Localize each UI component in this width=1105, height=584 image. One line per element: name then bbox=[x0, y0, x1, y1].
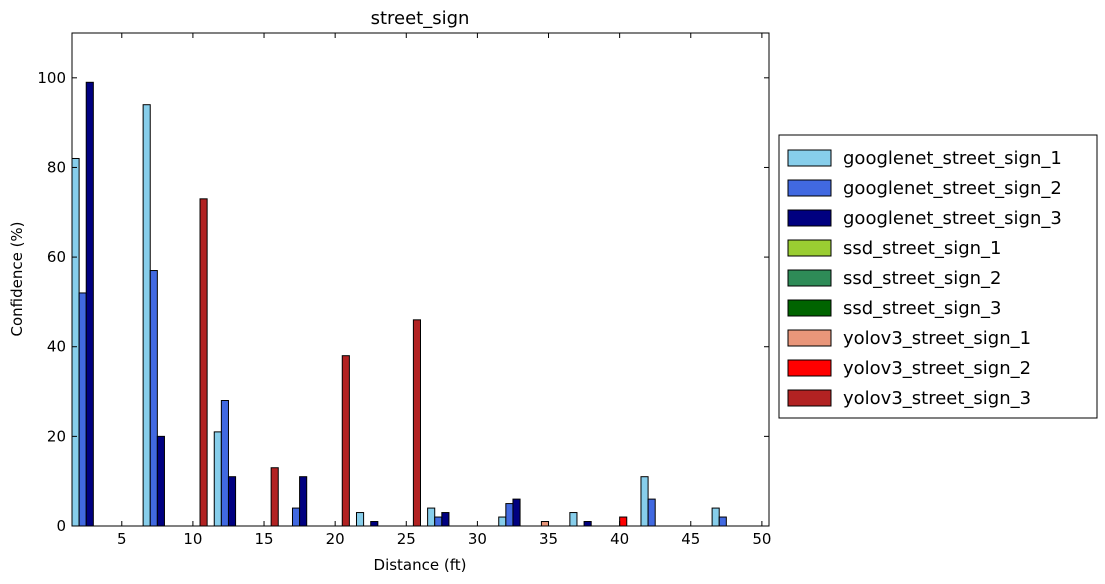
x-tick-label: 30 bbox=[468, 530, 487, 548]
legend: googlenet_street_sign_1 googlenet_street_… bbox=[778, 134, 1098, 419]
legend-label-yolov3_street_sign_3: yolov3_street_sign_3 bbox=[843, 388, 1031, 409]
bar-googlenet_street_sign_1-27 bbox=[427, 507, 436, 527]
legend-label-googlenet_street_sign_1: googlenet_street_sign_1 bbox=[843, 148, 1062, 169]
bar-googlenet_street_sign_1-12 bbox=[213, 431, 222, 527]
bar-googlenet_street_sign_3-32 bbox=[512, 498, 521, 527]
x-tick-label: 5 bbox=[117, 530, 127, 548]
legend-label-ssd_street_sign_1: ssd_street_sign_1 bbox=[843, 238, 1002, 259]
bar-googlenet_street_sign_2-12 bbox=[220, 400, 229, 527]
bar-googlenet_street_sign_2-42 bbox=[647, 498, 656, 527]
y-tick-label: 80 bbox=[47, 158, 66, 176]
x-axis-label: Distance (ft) bbox=[374, 556, 467, 574]
bar-yolov3_street_sign_3-17 bbox=[341, 355, 350, 527]
bar-googlenet_street_sign_2-17 bbox=[291, 507, 301, 527]
x-tick-label: 15 bbox=[254, 530, 273, 548]
bar-googlenet_street_sign_1-7 bbox=[142, 104, 151, 527]
legend-label-ssd_street_sign_3: ssd_street_sign_3 bbox=[843, 298, 1002, 319]
bar-googlenet_street_sign_2-27 bbox=[434, 516, 443, 527]
bar-yolov3_street_sign_3-22 bbox=[412, 319, 422, 527]
legend-swatch-googlenet_street_sign_2 bbox=[787, 179, 832, 197]
bar-googlenet_street_sign_2-32 bbox=[505, 503, 514, 527]
ticks-group: 5 10 15 20 25 30 35 40 45 50 0 20 40 60 80 100 bbox=[37, 33, 771, 548]
bar-googlenet_street_sign_3-12 bbox=[227, 476, 237, 527]
legend-label-yolov3_street_sign_2: yolov3_street_sign_2 bbox=[843, 358, 1031, 379]
bar-googlenet_street_sign_3-37 bbox=[583, 521, 592, 527]
bar-googlenet_street_sign_1-47 bbox=[711, 507, 720, 527]
x-tick-label: 35 bbox=[539, 530, 558, 548]
legend-swatch-yolov3_street_sign_2 bbox=[787, 359, 832, 377]
bar-googlenet_street_sign_1-2 bbox=[71, 157, 80, 527]
bar-yolov3_street_sign_2-37 bbox=[619, 516, 628, 527]
y-tick-label: 0 bbox=[56, 517, 66, 535]
plot-frame bbox=[71, 32, 770, 527]
bar-googlenet_street_sign_1-37 bbox=[569, 512, 578, 527]
legend-swatch-ssd_street_sign_2 bbox=[787, 269, 832, 287]
legend-label-googlenet_street_sign_3: googlenet_street_sign_3 bbox=[843, 208, 1062, 229]
legend-label-ssd_street_sign_2: ssd_street_sign_2 bbox=[843, 268, 1002, 289]
bar-yolov3_street_sign_1-32 bbox=[540, 521, 550, 527]
legend-swatch-yolov3_street_sign_3 bbox=[787, 389, 832, 407]
bar-googlenet_street_sign_2-2 bbox=[78, 292, 87, 527]
x-tick-label: 45 bbox=[681, 530, 700, 548]
bar-googlenet_street_sign_3-27 bbox=[441, 512, 450, 527]
bar-googlenet_street_sign_3-22 bbox=[370, 521, 379, 527]
legend-swatch-ssd_street_sign_1 bbox=[787, 239, 832, 257]
legend-swatch-ssd_street_sign_3 bbox=[787, 299, 832, 317]
y-tick-label: 40 bbox=[47, 338, 66, 356]
y-tick-label: 100 bbox=[37, 69, 66, 87]
bars-group bbox=[71, 81, 727, 527]
legend-swatch-yolov3_street_sign_1 bbox=[787, 329, 832, 347]
legend-label-yolov3_street_sign_1: yolov3_street_sign_1 bbox=[843, 328, 1031, 349]
bar-googlenet_street_sign_1-32 bbox=[498, 516, 507, 527]
bar-googlenet_street_sign_1-42 bbox=[640, 476, 649, 527]
x-tick-label: 25 bbox=[397, 530, 416, 548]
bar-googlenet_street_sign_1-22 bbox=[355, 512, 365, 527]
bar-googlenet_street_sign_3-2 bbox=[85, 81, 94, 527]
x-tick-label: 10 bbox=[183, 530, 202, 548]
legend-swatch-googlenet_street_sign_1 bbox=[787, 149, 832, 167]
legend-frame bbox=[778, 134, 1098, 419]
legend-label-googlenet_street_sign_2: googlenet_street_sign_2 bbox=[843, 178, 1062, 199]
bar-googlenet_street_sign_2-47 bbox=[718, 516, 727, 527]
x-tick-label: 40 bbox=[610, 530, 629, 548]
y-tick-label: 20 bbox=[47, 427, 66, 445]
bar-googlenet_street_sign_3-7 bbox=[156, 435, 165, 527]
legend-swatch-googlenet_street_sign_3 bbox=[787, 209, 832, 227]
x-tick-label: 50 bbox=[752, 530, 771, 548]
bar-yolov3_street_sign_3-12 bbox=[270, 467, 279, 527]
bar-googlenet_street_sign_3-17 bbox=[299, 476, 308, 527]
y-tick-label: 60 bbox=[47, 248, 66, 266]
chart-title: street_sign bbox=[371, 8, 470, 29]
bar-yolov3_street_sign_3-7 bbox=[199, 198, 208, 527]
y-axis-label: Confidence (%) bbox=[8, 221, 26, 336]
x-tick-label: 20 bbox=[326, 530, 345, 548]
bar-googlenet_street_sign_2-7 bbox=[149, 270, 158, 527]
